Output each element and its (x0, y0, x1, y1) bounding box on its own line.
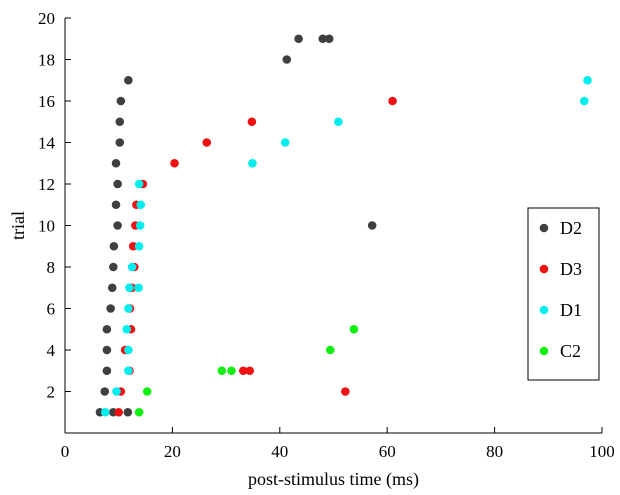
point-d2 (124, 75, 133, 85)
point-d2 (116, 96, 126, 106)
point-d1 (248, 158, 257, 168)
point-d1 (579, 96, 589, 106)
point-c2 (217, 366, 227, 376)
point-d1 (134, 283, 143, 293)
point-d2 (102, 345, 112, 355)
point-d2 (282, 55, 292, 64)
data-points (95, 34, 592, 417)
y-axis-title: trial (8, 211, 28, 240)
point-d3 (114, 407, 123, 417)
y-tick-label: 10 (38, 217, 55, 236)
legend-label-d1: D1 (560, 300, 582, 320)
point-d3 (388, 96, 397, 106)
x-tick-label: 60 (379, 442, 396, 461)
y-tick-label: 4 (47, 341, 56, 360)
y-tick-label: 8 (47, 258, 56, 277)
point-d3 (247, 117, 257, 127)
point-d1 (136, 200, 146, 210)
point-d2 (113, 179, 122, 189)
point-d2 (123, 407, 133, 417)
point-d3 (128, 241, 138, 251)
legend-label-d3: D3 (560, 259, 582, 279)
point-d2 (107, 283, 117, 293)
point-d2 (111, 200, 121, 210)
point-d1 (100, 407, 110, 417)
point-d3 (238, 366, 248, 376)
point-d3 (202, 138, 212, 147)
axes (64, 18, 602, 434)
legend-label-d2: D2 (560, 218, 582, 238)
point-c2 (227, 366, 236, 376)
point-d2 (100, 387, 110, 396)
point-d1 (122, 324, 132, 334)
point-d2 (102, 324, 112, 334)
x-tick-label: 20 (164, 442, 181, 461)
y-axis-ticks: 2 4 6 8 10 12 14 16 18 20 (38, 9, 71, 402)
point-d1 (135, 221, 145, 230)
y-tick-label: 12 (38, 175, 55, 194)
point-d1 (134, 179, 144, 189)
point-d3 (245, 366, 255, 376)
x-tick-label: 0 (61, 442, 70, 461)
point-d2 (106, 304, 115, 313)
point-d1 (127, 262, 137, 272)
point-c2 (349, 324, 359, 334)
legend-marker-d2 (539, 223, 549, 233)
legend-label-c2: C2 (560, 341, 581, 361)
y-tick-label: 20 (38, 9, 55, 28)
x-tick-label: 40 (271, 442, 288, 461)
point-d1 (112, 387, 121, 396)
legend-marker-d1 (539, 305, 549, 315)
point-d1 (125, 283, 134, 293)
point-d1 (124, 366, 133, 376)
y-tick-label: 2 (47, 383, 56, 402)
point-d2 (294, 34, 303, 44)
x-axis-ticks: 0 20 40 60 80 100 (61, 427, 615, 461)
y-tick-label: 18 (38, 51, 55, 70)
point-d1 (134, 241, 144, 251)
point-d2 (115, 138, 125, 147)
point-c2 (325, 345, 335, 355)
point-d2 (109, 241, 119, 251)
point-d2 (115, 117, 125, 127)
y-tick-label: 16 (38, 92, 55, 111)
point-d3 (341, 387, 350, 396)
point-d3 (170, 158, 179, 168)
x-tick-label: 80 (486, 442, 503, 461)
point-d2 (111, 158, 121, 168)
point-d1 (124, 304, 133, 313)
point-d2 (367, 221, 377, 230)
legend-marker-d3 (539, 264, 549, 274)
y-tick-label: 6 (47, 300, 56, 319)
legend-marker-c2 (539, 346, 549, 356)
point-d1 (124, 345, 133, 355)
point-d1 (583, 75, 592, 85)
x-axis-title: post-stimulus time (ms) (248, 469, 419, 490)
point-c2 (134, 407, 144, 417)
point-d2 (102, 366, 112, 376)
point-c2 (142, 387, 152, 396)
y-tick-label: 14 (38, 134, 56, 153)
point-d1 (280, 138, 290, 147)
point-d2 (324, 34, 334, 44)
point-d2 (113, 221, 122, 230)
point-d2 (318, 34, 328, 44)
point-d1 (334, 117, 343, 127)
x-tick-label: 100 (589, 442, 615, 461)
point-d2 (109, 262, 118, 272)
legend: D2 D3 D1 C2 (527, 207, 600, 381)
